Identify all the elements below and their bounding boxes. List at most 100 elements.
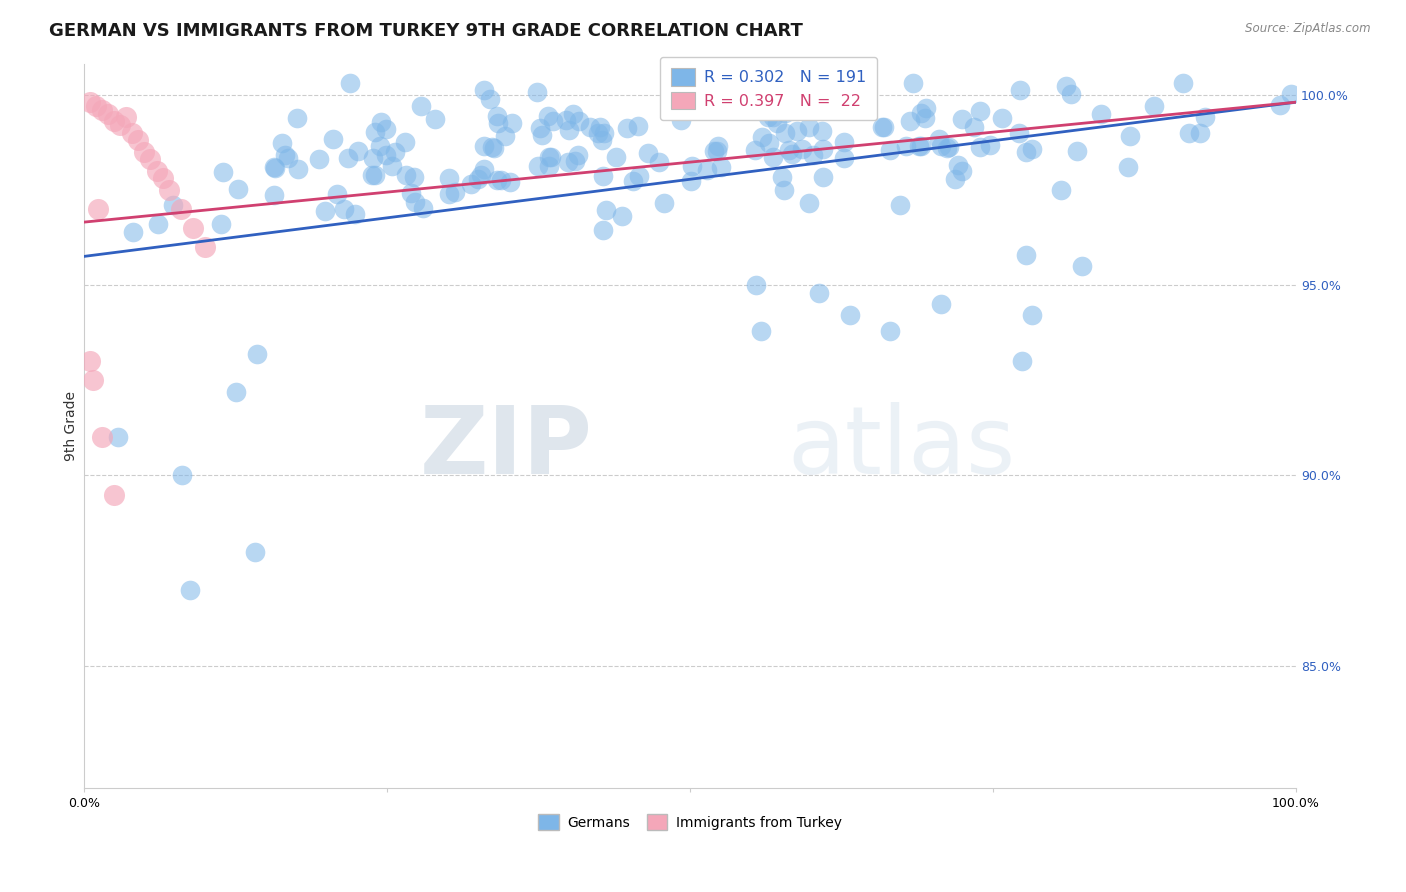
Point [1050, 182, 1073, 196]
Point [696, 162, 718, 177]
Point [287, 111, 309, 125]
Point [108, 118, 131, 132]
Point [152, 171, 174, 186]
Point [494, 129, 516, 144]
Point [339, 76, 361, 90]
Point [780, 147, 803, 161]
Point [690, 89, 713, 103]
Point [910, 106, 932, 120]
Point [368, 138, 391, 153]
Point [1010, 83, 1032, 97]
Point [501, 115, 523, 129]
Text: GERMAN VS IMMIGRANTS FROM TURKEY 9TH GRADE CORRELATION CHART: GERMAN VS IMMIGRANTS FROM TURKEY 9TH GRA… [49, 22, 803, 40]
Point [979, 137, 1001, 152]
Point [1279, 87, 1302, 101]
Point [969, 104, 991, 119]
Point [530, 128, 553, 142]
Point [485, 109, 508, 123]
Point [758, 136, 780, 150]
Point [326, 187, 349, 202]
Point [526, 159, 548, 173]
Point [343, 207, 366, 221]
Point [681, 159, 703, 173]
Point [540, 150, 562, 164]
Point [744, 143, 766, 157]
Point [179, 582, 201, 597]
Point [538, 151, 561, 165]
Point [558, 123, 581, 137]
Point [931, 138, 953, 153]
Point [813, 142, 835, 156]
Point [627, 169, 650, 183]
Point [591, 133, 613, 147]
Point [592, 169, 614, 184]
Point [936, 141, 959, 155]
Point [537, 109, 560, 123]
Point [470, 168, 492, 182]
Point [467, 172, 489, 186]
Point [1143, 99, 1166, 113]
Point [1116, 161, 1139, 175]
Point [157, 183, 180, 197]
Point [762, 110, 785, 124]
Point [616, 121, 638, 136]
Point [910, 138, 932, 153]
Point [586, 126, 609, 140]
Point [1011, 354, 1033, 368]
Point [1008, 126, 1031, 140]
Point [792, 142, 814, 156]
Point [381, 159, 404, 173]
Point [375, 148, 398, 162]
Point [274, 148, 297, 162]
Point [370, 115, 392, 129]
Point [246, 346, 269, 360]
Point [538, 160, 561, 174]
Point [243, 544, 266, 558]
Point [1015, 145, 1038, 159]
Point [901, 76, 924, 90]
Point [1119, 129, 1142, 144]
Point [605, 150, 627, 164]
Point [564, 154, 586, 169]
Point [879, 143, 901, 157]
Point [481, 140, 503, 154]
Point [898, 114, 921, 128]
Point [612, 210, 634, 224]
Point [134, 145, 156, 159]
Point [91, 430, 114, 444]
Point [950, 112, 973, 127]
Point [762, 151, 785, 165]
Point [889, 198, 911, 212]
Point [529, 121, 551, 136]
Point [797, 90, 820, 104]
Point [361, 151, 384, 165]
Point [938, 140, 960, 154]
Point [364, 125, 387, 139]
Point [460, 177, 482, 191]
Point [437, 186, 460, 201]
Point [472, 139, 495, 153]
Point [799, 195, 821, 210]
Point [811, 169, 834, 184]
Point [593, 127, 616, 141]
Point [263, 160, 285, 174]
Point [270, 136, 292, 150]
Point [1060, 87, 1083, 102]
Point [474, 161, 496, 176]
Point [669, 113, 692, 128]
Point [830, 87, 852, 101]
Point [485, 173, 508, 187]
Point [963, 120, 986, 134]
Point [745, 278, 768, 293]
Point [839, 76, 862, 90]
Point [82, 373, 104, 387]
Point [969, 140, 991, 154]
Point [277, 151, 299, 165]
Point [839, 309, 862, 323]
Point [765, 116, 787, 130]
Point [423, 112, 446, 127]
Point [1194, 111, 1216, 125]
Point [896, 139, 918, 153]
Point [127, 133, 149, 147]
Point [541, 114, 564, 128]
